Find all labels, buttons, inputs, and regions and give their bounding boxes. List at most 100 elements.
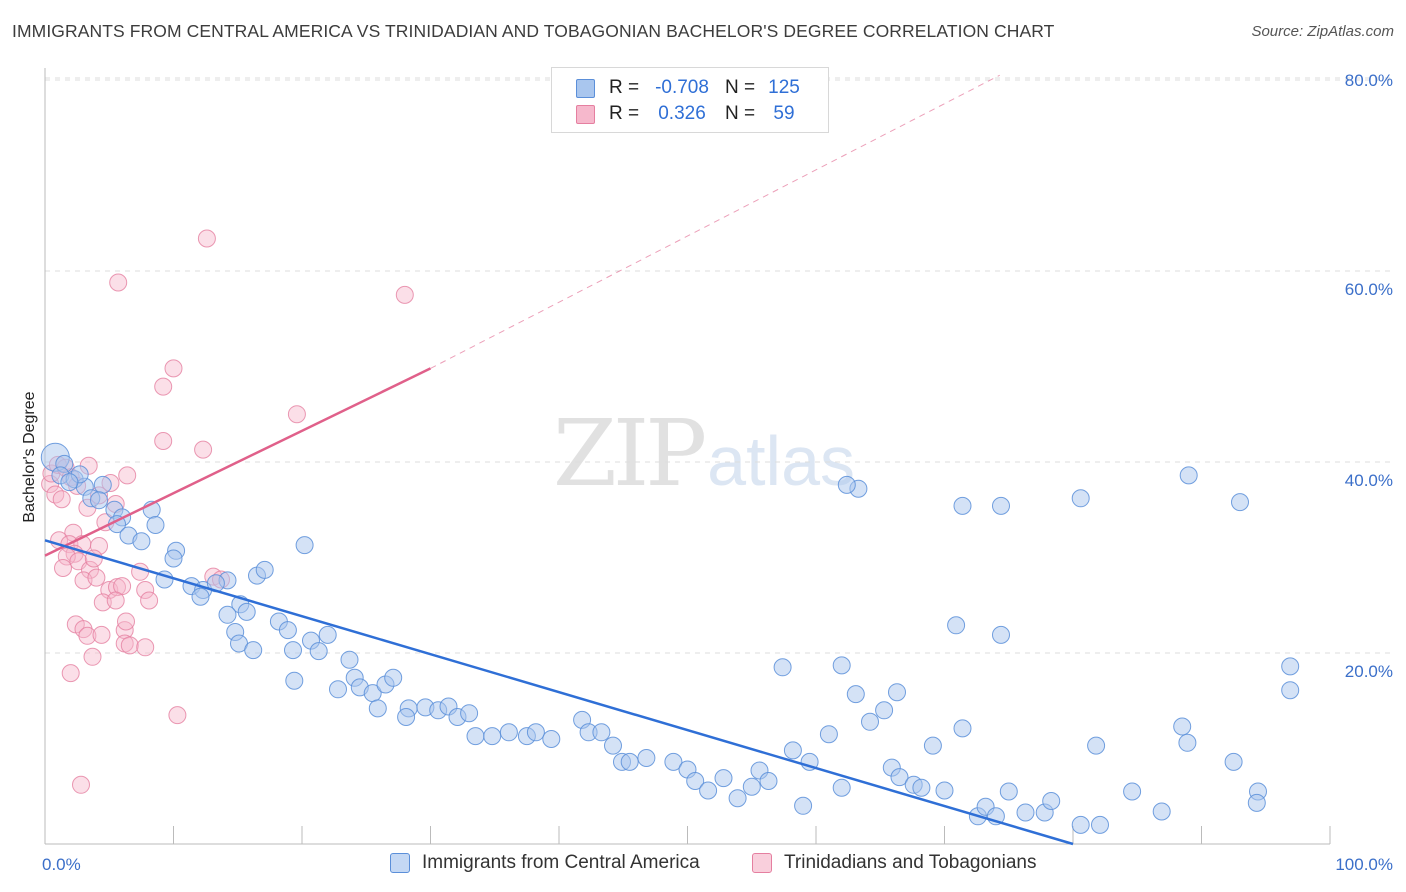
blue-data-point	[783, 741, 802, 760]
blue-data-point	[699, 781, 718, 800]
blue-data-point	[295, 536, 314, 555]
blue-data-point	[278, 621, 297, 640]
pink-data-point	[136, 581, 155, 599]
blue-data-point	[329, 680, 347, 699]
chart-title: IMMIGRANTS FROM CENTRAL AMERICA VS TRINI…	[12, 21, 1055, 41]
pink-data-point	[78, 626, 97, 645]
legend-n-label: N =	[725, 103, 756, 124]
blue-data-point	[1123, 782, 1142, 801]
source-label: Source: ZipAtlas.com	[1251, 23, 1394, 40]
blue-data-point	[664, 752, 683, 771]
blue-data-point	[340, 650, 359, 669]
y-axis-title: Bachelor's Degree	[21, 391, 38, 522]
pink-data-point	[164, 359, 183, 378]
blue-data-point	[1281, 657, 1300, 676]
axes	[44, 68, 1331, 845]
blue-data-point	[992, 496, 1010, 515]
legend-n-label: N =	[725, 77, 756, 98]
pink-data-point	[395, 285, 414, 304]
pink-trend-extension	[430, 74, 1000, 369]
blue-data-point	[832, 778, 851, 797]
pink-data-point	[81, 560, 99, 579]
legend-row-pink: R = 0.326 N = 59	[576, 102, 809, 126]
blue-data-point	[1042, 792, 1061, 810]
pink-data-point	[136, 638, 155, 657]
pink-data-point	[109, 273, 128, 292]
blue-data-point	[93, 475, 112, 494]
pink-data-point	[118, 466, 137, 485]
gridlines	[45, 77, 1393, 654]
blue-data-point	[992, 625, 1010, 644]
blue-data-point	[875, 701, 894, 720]
legend-item-trinidadians[interactable]: Trinidadians and Tobagonians	[752, 852, 1036, 874]
blue-data-point	[947, 616, 966, 635]
pink-data-point	[140, 591, 159, 610]
blue-data-point	[1179, 466, 1198, 485]
blue-data-point	[912, 778, 931, 797]
blue-data-point	[1173, 717, 1192, 736]
blue-data-point	[890, 768, 909, 787]
blue-data-point	[460, 704, 479, 723]
blue-data-point	[1071, 815, 1090, 834]
blue-data-point	[218, 605, 237, 624]
blue-data-point	[1224, 752, 1243, 771]
blue-data-point	[637, 749, 656, 767]
x-tick-label-min: 0.0%	[42, 855, 81, 874]
pink-data-point	[52, 490, 71, 509]
blue-data-point	[846, 685, 865, 704]
pink-data-point	[194, 440, 213, 459]
legend-n-value: 125	[768, 77, 800, 98]
blue-data-point	[318, 625, 337, 644]
blue-data-point	[819, 725, 838, 744]
legend-r-value: -0.708	[655, 77, 709, 98]
legend-label-central-america: Immigrants from Central America	[422, 852, 700, 873]
blue-data-point	[60, 473, 79, 492]
axis-labels: 20.0% 40.0% 60.0% 80.0% 0.0% 100.0% Bachelor's…	[21, 71, 1393, 874]
blue-data-point	[368, 699, 387, 718]
legend-r-label: R =	[609, 103, 640, 124]
blue-data-point	[526, 723, 545, 742]
legend-label-trinidadians: Trinidadians and Tobagonians	[784, 852, 1037, 873]
legend-r-value: 0.326	[658, 103, 706, 124]
pink-data-point	[108, 578, 126, 597]
blue-data-point	[742, 777, 761, 796]
blue-data-point	[1247, 793, 1266, 812]
series-legend: Immigrants from Central America Trinidad…	[0, 852, 1406, 878]
blue-data-point	[837, 475, 856, 494]
y-tick-label: 80.0%	[1345, 71, 1393, 90]
blue-data-point	[592, 723, 611, 742]
pink-data-point	[72, 775, 90, 794]
blue-data-point	[1152, 802, 1171, 821]
blue-data-point	[285, 671, 304, 690]
pink-square-icon	[752, 853, 772, 873]
blue-data-point	[861, 712, 879, 731]
blue-data-point	[1091, 815, 1109, 834]
blue-data-point	[542, 730, 561, 748]
blue-trend-line	[44, 539, 1074, 846]
blue-data-point	[397, 708, 416, 726]
blue-data-point	[309, 642, 328, 661]
blue-data-point	[483, 727, 502, 746]
blue-data-point	[255, 560, 274, 579]
y-tick-label: 20.0%	[1345, 662, 1393, 681]
blue-data-point	[90, 491, 108, 510]
trend-lines	[44, 74, 1074, 846]
legend-r-label: R =	[609, 77, 640, 98]
blue-data-point	[1016, 803, 1035, 822]
pink-data-point	[168, 706, 187, 725]
blue-data-point	[620, 752, 639, 771]
pink-data-point	[61, 664, 80, 683]
y-tick-label: 60.0%	[1345, 280, 1393, 299]
blue-data-point	[935, 781, 954, 800]
blue-series-points	[40, 442, 1300, 834]
pink-data-point	[197, 229, 216, 248]
blue-data-point	[499, 723, 518, 742]
blue-data-point	[237, 602, 256, 621]
blue-data-point	[794, 796, 813, 815]
legend-item-central-america[interactable]: Immigrants from Central America	[390, 852, 700, 874]
blue-data-point	[714, 769, 733, 788]
x-tick-label-max: 100.0%	[1335, 855, 1393, 874]
blue-data-point	[191, 587, 210, 606]
correlation-legend: R = -0.708 N = 125 R = 0.326 N = 59	[551, 67, 829, 133]
